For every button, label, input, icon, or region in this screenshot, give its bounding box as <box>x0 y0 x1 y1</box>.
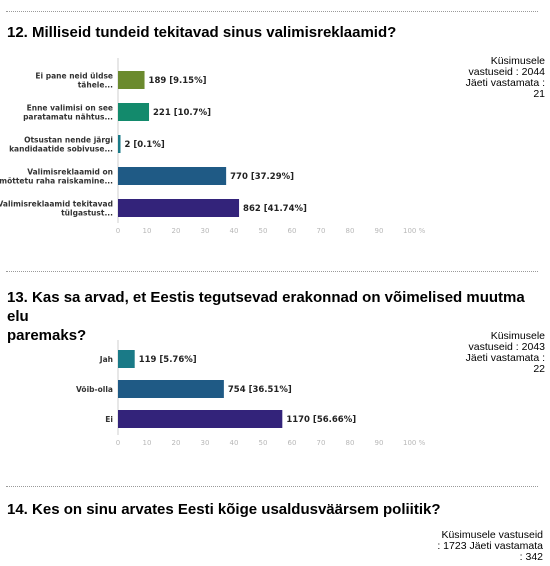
bar <box>118 380 224 398</box>
category-label: paratamatu nähtus... <box>23 113 113 122</box>
category-label: Ei pane neid üldse <box>35 72 113 81</box>
x-tick-label: 20 <box>172 439 181 447</box>
stats-line: vastuseid : 2044 <box>468 66 545 78</box>
x-tick-label: 60 <box>288 439 297 447</box>
x-tick-label: 100 % <box>403 439 426 447</box>
bar-value-label: 862 [41.74%] <box>243 204 307 214</box>
bar-value-label: 119 [5.76%] <box>139 355 197 365</box>
bar <box>118 167 227 185</box>
x-tick-label: 20 <box>172 227 181 235</box>
x-tick-label: 30 <box>201 227 210 235</box>
bar <box>118 135 121 153</box>
x-tick-label: 90 <box>375 227 384 235</box>
bar-value-label: 189 [9.15%] <box>149 76 207 86</box>
category-label: Valimisreklaamid tekitavad <box>0 200 113 209</box>
x-tick-label: 50 <box>259 227 268 235</box>
bar-value-label: 770 [37.29%] <box>230 172 294 182</box>
x-tick-label: 80 <box>346 227 355 235</box>
category-label: Ei <box>105 415 113 424</box>
title-line: 13. Kas sa arvad, et Eestis tegutsevad e… <box>7 289 525 325</box>
x-tick-label: 0 <box>116 439 120 447</box>
x-tick-label: 60 <box>288 227 297 235</box>
bar-value-label: 1170 [56.66%] <box>286 415 356 425</box>
question-13-stats: Küsimusele vastuseid : 2043 Jäeti vastam… <box>466 331 545 375</box>
x-tick-label: 10 <box>143 227 152 235</box>
stats-line: : 1723 Jäeti vastamata <box>437 540 543 552</box>
bar <box>118 350 135 368</box>
x-tick-label: 40 <box>230 227 239 235</box>
bar <box>118 410 283 428</box>
category-label: Jah <box>99 355 113 364</box>
stats-line: vastuseid : 2043 <box>468 341 545 353</box>
question-14-stats: Küsimusele vastuseid : 1723 Jäeti vastam… <box>437 530 543 563</box>
section-divider <box>6 271 538 272</box>
bar-value-label: 754 [36.51%] <box>228 385 292 395</box>
question-14-title: 14. Kes on sinu arvates Eesti kõige usal… <box>7 501 441 518</box>
x-tick-label: 10 <box>143 439 152 447</box>
question-13-title: 13. Kas sa arvad, et Eestis tegutsevad e… <box>7 288 550 345</box>
stats-line: Küsimusele <box>490 330 545 342</box>
stats-line: 22 <box>533 363 545 375</box>
question-12-stats: Küsimusele vastuseid : 2044 Jäeti vastam… <box>466 56 545 100</box>
section-divider <box>6 11 538 12</box>
stats-line: Jäeti vastamata : <box>465 77 545 89</box>
title-line: paremaks? <box>7 327 87 344</box>
x-tick-label: 30 <box>201 439 210 447</box>
x-tick-label: 100 % <box>403 227 426 235</box>
stats-line: Jäeti vastamata : <box>465 352 545 364</box>
category-label: kandidaatide sobivuse... <box>9 145 113 154</box>
bar <box>118 199 240 217</box>
section-divider <box>6 486 538 487</box>
x-tick-label: 90 <box>375 439 384 447</box>
question-12-title: 12. Milliseid tundeid tekitavad sinus va… <box>7 24 397 41</box>
category-label: tähele... <box>78 81 113 90</box>
x-tick-label: 0 <box>116 227 120 235</box>
x-tick-label: 80 <box>346 439 355 447</box>
category-label: Valimisreklaamid on <box>27 168 113 177</box>
question-13-bar-chart: 119 [5.76%] Jah 754 [36.51%] Võib-olla 1170 … <box>76 340 426 447</box>
bar <box>118 103 150 121</box>
category-label: tülgastust... <box>61 209 113 218</box>
category-label: mõttetu raha raiskamine... <box>0 177 113 186</box>
category-label: Otsustan nende järgi <box>24 136 113 145</box>
stats-line: 21 <box>533 88 545 100</box>
category-label: Võib-olla <box>76 385 113 394</box>
stats-line: Küsimusele vastuseid <box>441 529 543 541</box>
x-tick-label: 70 <box>317 227 326 235</box>
bar-value-label: 2 [0.1%] <box>125 140 165 150</box>
x-tick-label: 40 <box>230 439 239 447</box>
category-label: Enne valimisi on see <box>27 104 113 113</box>
bar-value-label: 221 [10.7%] <box>153 108 211 118</box>
stats-line: Küsimusele <box>490 55 545 67</box>
bar <box>118 71 145 89</box>
x-tick-label: 50 <box>259 439 268 447</box>
stats-line: : 342 <box>519 551 543 563</box>
x-tick-label: 70 <box>317 439 326 447</box>
